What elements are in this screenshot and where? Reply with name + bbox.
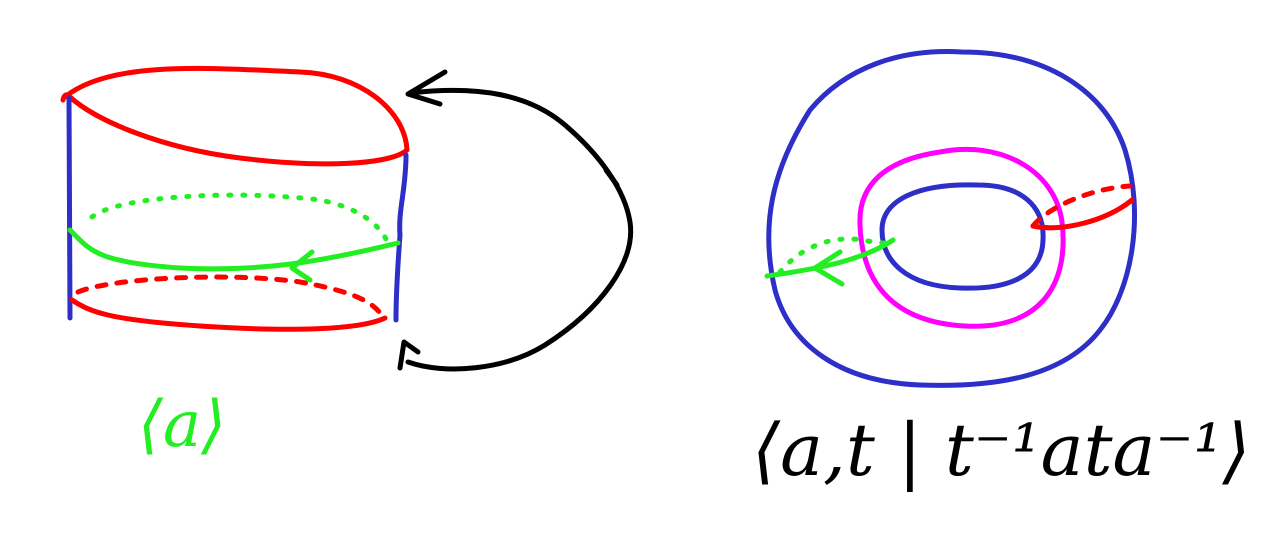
cylinder	[60, 65, 410, 332]
torus-meridian-red-back	[1030, 183, 1133, 229]
torus	[764, 49, 1137, 388]
torus-loop-magenta	[857, 146, 1066, 329]
torus-inner-hole	[879, 182, 1046, 291]
torus-group-presentation-label: ⟨a,t | t⁻¹ata⁻¹⟩	[752, 408, 1251, 492]
gluing-arrow-head-bottom	[397, 339, 421, 371]
torus-meridian-green-front	[764, 237, 896, 279]
torus-outer-boundary	[766, 49, 1137, 388]
cylinder-loop-front-green	[67, 227, 401, 272]
cylinder-top-rim	[60, 65, 410, 167]
torus-meridian-red-front	[1030, 197, 1135, 231]
cylinder-bottom-rim-back	[75, 274, 386, 321]
cylinder-right-side	[393, 152, 409, 323]
gluing-arrow	[397, 69, 634, 372]
cylinder-loop-back-green	[89, 192, 391, 246]
cylinder-bottom-rim-front	[69, 297, 388, 332]
cylinder-loop-arrowhead	[289, 249, 315, 283]
cylinder-left-side	[66, 95, 73, 321]
torus-meridian-arrowhead	[812, 249, 845, 287]
gluing-arrow-curve	[405, 87, 634, 372]
cylinder-group-label: ⟨a⟩	[138, 388, 227, 462]
gluing-arrow-head-top	[405, 69, 448, 107]
gluing-arrow-tick	[603, 167, 620, 188]
